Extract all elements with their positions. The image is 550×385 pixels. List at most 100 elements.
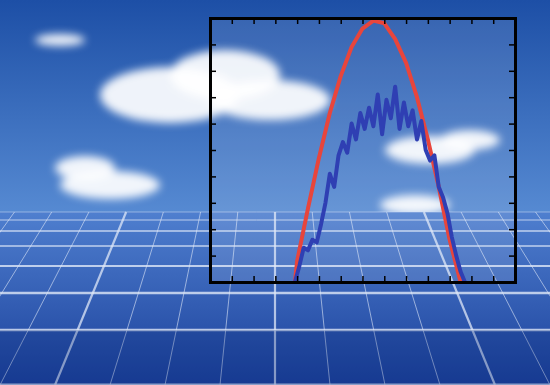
tick-mark xyxy=(509,229,515,231)
tick xyxy=(509,256,515,257)
tick xyxy=(254,276,255,282)
tick-mark xyxy=(406,18,408,24)
tick xyxy=(450,276,451,282)
tick xyxy=(509,44,515,45)
background xyxy=(0,0,550,385)
tick-mark xyxy=(340,276,342,282)
tick xyxy=(275,276,276,282)
tick-mark xyxy=(471,18,473,24)
tick-mark xyxy=(232,276,234,282)
tick xyxy=(509,176,515,177)
tick-mark xyxy=(509,176,515,178)
tick xyxy=(319,276,320,282)
tick xyxy=(210,282,216,283)
tick-mark xyxy=(362,18,364,24)
tick xyxy=(297,276,298,282)
tick-mark xyxy=(340,18,342,24)
tick-mark xyxy=(493,276,495,282)
tick-mark xyxy=(428,18,430,24)
tick-mark xyxy=(319,276,321,282)
tick xyxy=(428,18,429,24)
tick xyxy=(210,71,216,72)
tick xyxy=(210,176,216,177)
tick-mark xyxy=(509,71,515,73)
tick xyxy=(428,276,429,282)
tick xyxy=(509,203,515,204)
axis-line xyxy=(211,19,217,283)
sky xyxy=(0,0,550,385)
tick-mark xyxy=(509,18,515,20)
cloud xyxy=(55,156,115,180)
tick-mark xyxy=(210,71,216,73)
axis-line xyxy=(509,19,516,283)
tick xyxy=(363,18,364,24)
cloud xyxy=(35,34,85,46)
tick-mark xyxy=(210,176,216,178)
panel-shade xyxy=(0,330,550,385)
tick xyxy=(509,282,515,283)
tick xyxy=(363,276,364,282)
tick-mark xyxy=(253,18,255,24)
tick-mark xyxy=(428,276,430,282)
tick-mark xyxy=(384,18,386,24)
tick xyxy=(406,276,407,282)
tick xyxy=(210,18,216,19)
x-axis-top xyxy=(211,18,516,24)
tick-mark xyxy=(210,150,216,152)
tick-mark xyxy=(493,18,495,24)
tick-mark xyxy=(449,18,451,24)
figure xyxy=(0,0,550,385)
tick-mark xyxy=(509,97,515,99)
tick-mark xyxy=(319,18,321,24)
tick-mark xyxy=(297,276,299,282)
tick xyxy=(384,18,385,24)
tick-mark xyxy=(406,276,408,282)
tick-mark xyxy=(210,18,216,20)
tick-mark xyxy=(210,97,216,99)
tick-mark xyxy=(210,123,216,125)
tick xyxy=(232,276,233,282)
tick xyxy=(450,18,451,24)
tick-mark xyxy=(210,203,216,205)
x-axis xyxy=(211,276,516,283)
tick-mark xyxy=(384,276,386,282)
tick-mark xyxy=(509,123,515,125)
tick xyxy=(509,18,515,19)
tick xyxy=(210,97,216,98)
tick-mark xyxy=(275,18,277,24)
tick xyxy=(297,18,298,24)
tick xyxy=(509,71,515,72)
tick xyxy=(254,18,255,24)
tick-mark xyxy=(362,276,364,282)
tick-mark xyxy=(210,44,216,46)
tick-mark xyxy=(471,276,473,282)
tick-mark xyxy=(210,229,216,231)
tick xyxy=(210,150,216,151)
tick xyxy=(509,150,515,151)
tick-mark xyxy=(509,203,515,205)
tick xyxy=(210,203,216,204)
tick-mark xyxy=(509,255,515,257)
tick-mark xyxy=(297,18,299,24)
tick xyxy=(275,18,276,24)
axis-line xyxy=(211,19,516,25)
tick-mark xyxy=(509,44,515,46)
tick xyxy=(406,18,407,24)
tick-mark xyxy=(210,255,216,257)
tick-mark xyxy=(509,282,515,284)
tick xyxy=(471,18,472,24)
tick xyxy=(493,276,494,282)
tick xyxy=(232,18,233,24)
series-group xyxy=(295,21,465,282)
plot xyxy=(210,18,516,283)
tick xyxy=(319,18,320,24)
tick xyxy=(509,229,515,230)
tick xyxy=(210,44,216,45)
tick xyxy=(471,276,472,282)
tick-mark xyxy=(253,276,255,282)
tick-mark xyxy=(275,276,277,282)
tick-mark xyxy=(210,282,216,284)
y-axis xyxy=(210,19,216,283)
tick xyxy=(509,97,515,98)
tick xyxy=(493,18,494,24)
